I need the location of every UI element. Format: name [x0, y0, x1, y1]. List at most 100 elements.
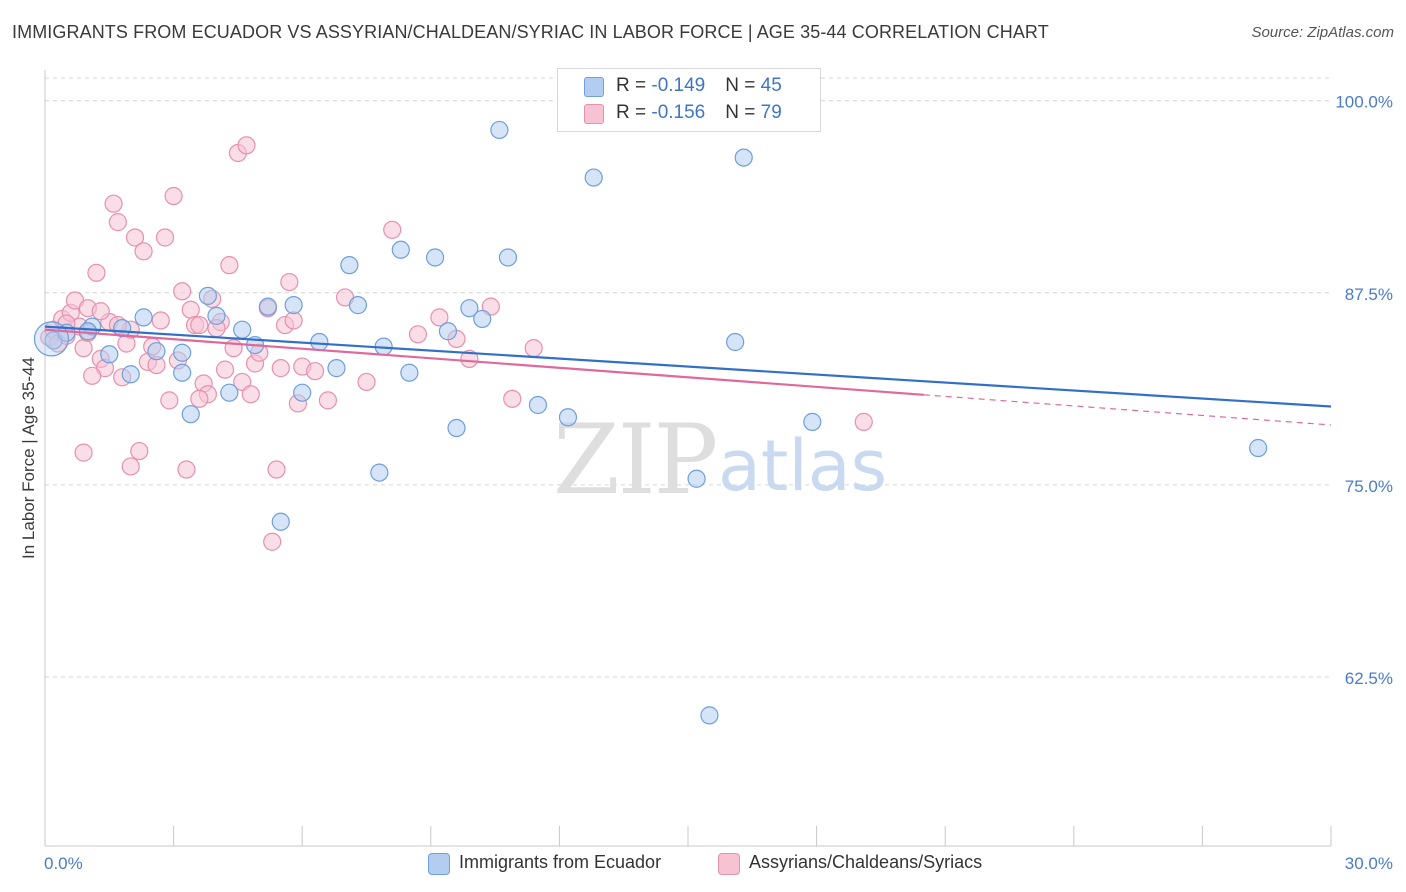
data-point-ecuador [400, 363, 419, 382]
data-point-assyrian [190, 315, 209, 335]
data-point-ecuador [473, 309, 492, 329]
data-point-ecuador [181, 405, 200, 424]
correlation-legend: R = -0.149 N = 45 R = -0.156 N = 79 [557, 68, 821, 132]
data-point-ecuador [147, 342, 166, 361]
source-credit: Source: ZipAtlas.com [1251, 24, 1394, 41]
data-point-ecuador [134, 308, 153, 327]
data-point-assyrian [220, 256, 239, 275]
data-point-ecuador [528, 395, 548, 415]
data-point-assyrian [430, 308, 449, 327]
legend-n-value: 79 [760, 102, 782, 123]
data-point-assyrian [74, 443, 93, 462]
data-point-assyrian [121, 457, 140, 476]
data-point-assyrian [271, 359, 290, 378]
legend-swatch-blue [428, 853, 450, 875]
x-tick-label: 30.0% [1345, 854, 1393, 873]
data-point-assyrian [130, 441, 149, 461]
data-point-ecuador [100, 345, 119, 364]
data-point-assyrian [104, 194, 123, 213]
legend-n-label: N = [725, 75, 761, 96]
data-point-ecuador [284, 296, 303, 315]
data-point-ecuador [258, 297, 278, 316]
data-point-ecuador [293, 383, 312, 402]
data-point-ecuador [687, 469, 706, 488]
data-point-ecuador [121, 365, 140, 384]
data-point-assyrian [215, 360, 235, 379]
data-point-assyrian [190, 389, 209, 408]
data-point-ecuador [271, 512, 290, 531]
watermark: ZIP atlas [553, 404, 887, 516]
data-point-ecuador [425, 248, 445, 267]
y-tick-label: 62.5% [1345, 669, 1393, 688]
data-point-assyrian [318, 391, 338, 410]
data-point-ecuador [1249, 438, 1268, 458]
data-point-assyrian [460, 349, 479, 368]
y-tick-labels: 62.5% 75.0% 87.5% 100.0% [1335, 93, 1393, 688]
data-point-ecuador [700, 706, 719, 725]
data-point-assyrian [134, 242, 153, 261]
data-point-assyrian [408, 325, 428, 344]
data-point-assyrian [108, 213, 127, 232]
data-point-ecuador [220, 383, 239, 402]
data-point-ecuador [460, 299, 479, 318]
data-point-ecuador [726, 332, 745, 352]
x-tick-labels: 0.0% 30.0% [44, 854, 1393, 873]
data-point-assyrian [481, 297, 500, 316]
data-point-ecuador [447, 418, 466, 438]
data-point-ecuador [327, 359, 346, 378]
data-point-ecuador [348, 296, 368, 315]
data-point-assyrian [91, 302, 110, 321]
trend-line-ecuador [44, 325, 1332, 408]
data-point-assyrian [74, 339, 93, 358]
x-tick-label: 0.0% [44, 854, 83, 873]
trend-line-assyrian [44, 328, 924, 396]
data-point-assyrian [83, 366, 102, 385]
data-point-assyrian [263, 532, 282, 551]
data-point-assyrian [284, 311, 303, 330]
legend-swatch-pink [718, 853, 740, 875]
data-point-assyrian [125, 228, 145, 247]
legend-r-label: R = [616, 75, 652, 96]
data-point-ecuador [391, 240, 410, 259]
chart-title: IMMIGRANTS FROM ECUADOR VS ASSYRIAN/CHAL… [12, 22, 1049, 42]
watermark-zip: ZIP [553, 404, 716, 516]
axes [44, 70, 1332, 847]
legend-swatch-pink [584, 104, 604, 124]
legend-swatch-blue [584, 77, 604, 97]
trend-line-assyrian-extension [923, 394, 1332, 426]
data-point-ecuador [233, 320, 252, 339]
data-point-ecuador [173, 343, 192, 362]
data-point-ecuador [340, 256, 359, 275]
data-point-ecuador [558, 408, 578, 427]
data-point-assyrian [177, 460, 196, 479]
data-point-assyrian [854, 412, 873, 431]
data-point-assyrian [524, 339, 543, 358]
data-point-assyrian [383, 220, 402, 239]
data-point-assyrian [173, 282, 192, 301]
legend-r-value: -0.149 [651, 75, 706, 96]
data-point-assyrian [233, 372, 252, 392]
data-point-ecuador [498, 248, 518, 267]
data-point-assyrian [503, 389, 522, 408]
legend-n-label: N = [725, 102, 761, 123]
data-point-assyrian [237, 136, 256, 155]
legend-r-label: R = [616, 102, 652, 123]
watermark-atlas: atlas [718, 425, 887, 507]
data-point-assyrian [357, 372, 376, 392]
data-point-assyrian [160, 391, 179, 410]
data-point-assyrian [87, 263, 106, 282]
data-point-ecuador [490, 120, 509, 140]
data-point-ecuador [207, 306, 226, 325]
legend-label-ecuador: Immigrants from Ecuador [459, 852, 662, 872]
data-point-ecuador [78, 322, 97, 341]
data-point-assyrian [280, 272, 299, 292]
data-point-assyrian [267, 460, 286, 479]
data-point-ecuador [734, 148, 753, 167]
y-axis-title: In Labor Force | Age 35-44 [19, 357, 38, 559]
data-point-assyrian [164, 186, 183, 206]
data-point-ecuador [198, 286, 217, 305]
data-point-ecuador [370, 463, 389, 482]
data-point-ecuador [584, 168, 603, 187]
y-tick-label: 75.0% [1345, 477, 1393, 496]
data-point-assyrian [181, 300, 200, 319]
